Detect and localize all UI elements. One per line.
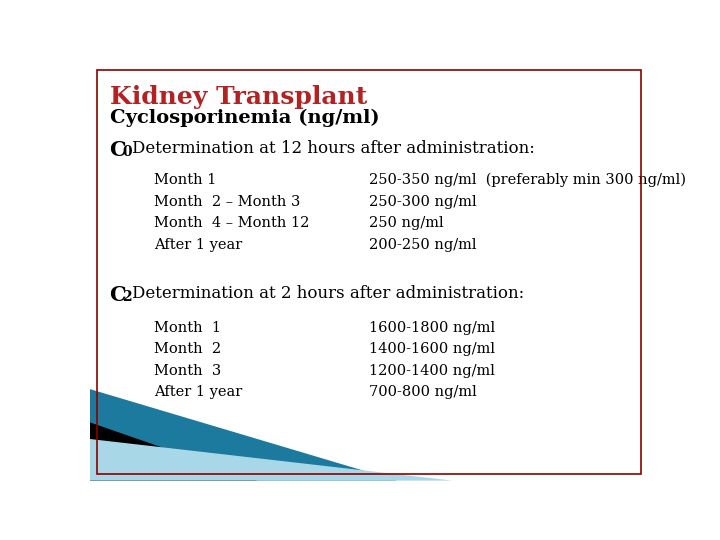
Text: 1600-1800 ng/ml: 1600-1800 ng/ml bbox=[369, 321, 495, 334]
Text: 250 ng/ml: 250 ng/ml bbox=[369, 216, 444, 230]
Polygon shape bbox=[90, 422, 258, 481]
Text: After 1 year: After 1 year bbox=[154, 386, 243, 400]
Text: Determination at 12 hours after administration:: Determination at 12 hours after administ… bbox=[132, 140, 535, 157]
Text: C: C bbox=[109, 285, 126, 305]
Text: 250-300 ng/ml: 250-300 ng/ml bbox=[369, 194, 477, 208]
Text: 250-350 ng/ml  (preferably min 300 ng/ml): 250-350 ng/ml (preferably min 300 ng/ml) bbox=[369, 173, 686, 187]
Text: C: C bbox=[109, 140, 126, 160]
Text: Month  3: Month 3 bbox=[154, 364, 222, 378]
Text: Cyclosporinemia (ng/ml): Cyclosporinemia (ng/ml) bbox=[109, 109, 379, 127]
Text: Month  2 – Month 3: Month 2 – Month 3 bbox=[154, 194, 300, 208]
Text: Month 1: Month 1 bbox=[154, 173, 217, 187]
Text: Month  4 – Month 12: Month 4 – Month 12 bbox=[154, 216, 310, 230]
Text: 1200-1400 ng/ml: 1200-1400 ng/ml bbox=[369, 364, 495, 378]
Text: Kidney Transplant: Kidney Transplant bbox=[109, 85, 366, 109]
Text: 700-800 ng/ml: 700-800 ng/ml bbox=[369, 386, 477, 400]
Polygon shape bbox=[90, 389, 397, 481]
Text: 200-250 ng/ml: 200-250 ng/ml bbox=[369, 238, 477, 252]
Polygon shape bbox=[90, 439, 453, 481]
Text: Month  1: Month 1 bbox=[154, 321, 221, 334]
Text: Month  2: Month 2 bbox=[154, 342, 221, 356]
Text: Determination at 2 hours after administration:: Determination at 2 hours after administr… bbox=[132, 285, 524, 302]
Text: 2: 2 bbox=[122, 290, 132, 304]
Text: 0: 0 bbox=[122, 145, 132, 159]
Text: 1400-1600 ng/ml: 1400-1600 ng/ml bbox=[369, 342, 495, 356]
Text: After 1 year: After 1 year bbox=[154, 238, 243, 252]
